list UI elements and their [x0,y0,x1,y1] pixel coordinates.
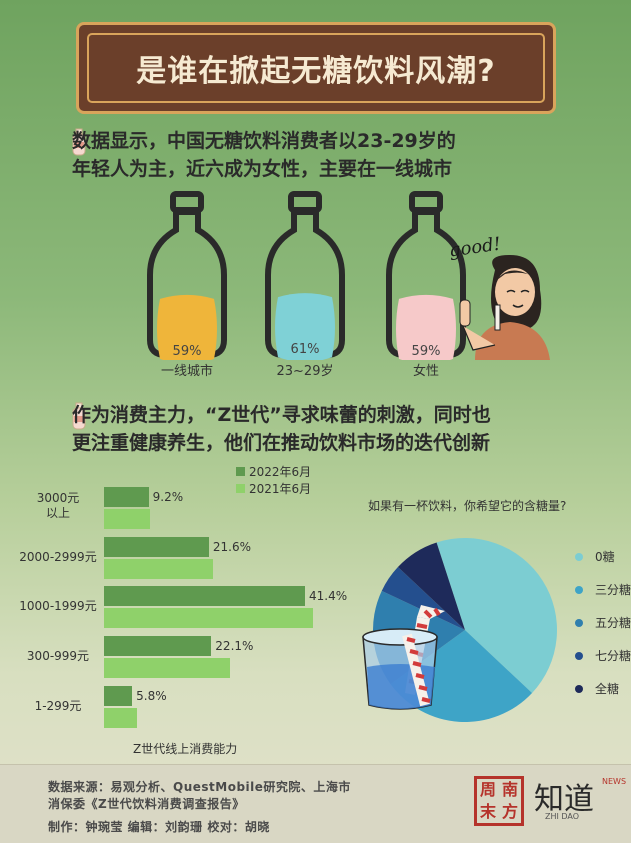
footer-source-2: 消保委《Z世代饮料消费调查报告》 [48,797,245,811]
bar-category-label: 1-299元 [34,699,82,713]
bottle-icon: 59% [386,191,466,364]
pie-legend-label: 0糖 [595,550,615,564]
bottle-percent: 61% [291,342,320,357]
bar-value-label: 21.6% [212,540,251,554]
pie-legend: 0糖三分糖五分糖七分糖全糖 [575,540,631,705]
bar-2022 [104,686,133,706]
pie-legend-item: 全糖 [575,672,631,705]
bar-value-label: 5.8% [136,689,167,703]
legend-swatch [236,484,245,493]
woman-thumbs-up-illustration [459,255,550,360]
bar-2021 [104,658,231,678]
section2-headline: 作为消费主力，“Z世代”寻求味蕾的刺激，同时也 更注重健康养生，他们在推动饮料市… [72,404,491,454]
bottle-bullet-icon [72,402,86,430]
footer-credits: 制作：钟琬莹 编辑：刘韵珊 校对：胡晓 [48,820,270,834]
pie-slice [397,542,465,630]
pie-legend-item: 0糖 [575,540,631,573]
legend-item-2022: 2022年6月 [236,463,311,480]
bar-2021 [104,608,313,628]
bottle-stat: 59% 女性 [381,190,471,380]
pie-legend-label: 五分糖 [595,616,631,630]
bottle-icon: 59% [147,191,227,364]
bar-chart-xlabel: Z世代线上消费能力 [133,742,238,756]
pie-legend-label: 三分糖 [595,583,631,597]
bottle-fill [396,294,456,364]
pie-legend-dot [575,585,583,594]
legend-swatch [236,467,245,476]
bar-2021 [104,509,151,529]
pie-legend-dot [575,651,583,660]
bar-value-label: 22.1% [215,639,254,653]
bar-value-label: 9.2% [152,490,184,504]
bottle-stat: 59% 一线城市 [142,190,232,380]
section1-headline: 数据显示，中国无糖饮料消费者以23-29岁的 年轻人为主，近六成为女性，主要在一… [72,130,456,180]
bar-2022 [104,537,209,557]
bar-2022 [104,636,212,656]
page-title: 是谁在掀起无糖饮料风潮? [136,54,496,89]
zhidao-logo-sub: ZHI DAO [545,812,580,821]
pie-legend-dot [575,684,583,693]
bar-2022 [104,487,149,507]
legend-item-2021: 2021年6月 [236,480,311,497]
bottle-percent: 59% [412,344,441,359]
footer [0,764,631,843]
bottle-bullet-icon [72,128,86,156]
bar-2021 [104,559,214,579]
zhidao-logo-tag: NEWS [602,777,627,786]
bar-value-label: 41.4% [309,589,348,603]
bottle-fill [157,294,217,364]
pie-legend-dot [575,618,583,627]
pie-legend-dot [575,552,583,561]
pie-slice [381,567,465,630]
bottle-label: 23~29岁 [276,364,334,379]
bar-category-label: 3000元 以上 [36,491,80,520]
bottle-stat: 61% 23~29岁 [260,190,350,380]
bar-category-label: 300-999元 [26,649,90,663]
pie-chart-title: 如果有一杯饮料，你希望它的含糖量? [368,499,567,513]
bar-2022 [104,586,305,606]
pie-legend-item: 七分糖 [575,639,631,672]
pie-legend-item: 三分糖 [575,573,631,606]
bottle-fill [275,293,335,363]
bottle-label: 女性 [412,364,439,379]
bar-legend: 2022年6月 2021年6月 [236,463,311,497]
bottle-label: 一线城市 [160,364,213,379]
title-banner: 是谁在掀起无糖饮料风潮? [76,22,556,114]
zhidao-logo: 知道 [534,782,594,817]
pie-legend-item: 五分糖 [575,606,631,639]
bar-category-label: 1000-1999元 [19,599,97,613]
footer-source-1: 数据来源：易观分析、QuestMobile研究院、上海市 [48,780,351,794]
glass-with-straw-illustration [362,605,445,710]
bottle-icon: 61% [265,191,345,363]
pie-legend-label: 全糖 [595,682,620,696]
nanfang-weekend-seal-logo: 周 南 末 方 [474,776,524,826]
bar-2021 [104,708,137,728]
pie-legend-label: 七分糖 [595,649,631,663]
pie-slice [436,538,557,693]
bar-category-label: 2000-2999元 [19,550,97,564]
bottle-percent: 59% [173,344,202,359]
